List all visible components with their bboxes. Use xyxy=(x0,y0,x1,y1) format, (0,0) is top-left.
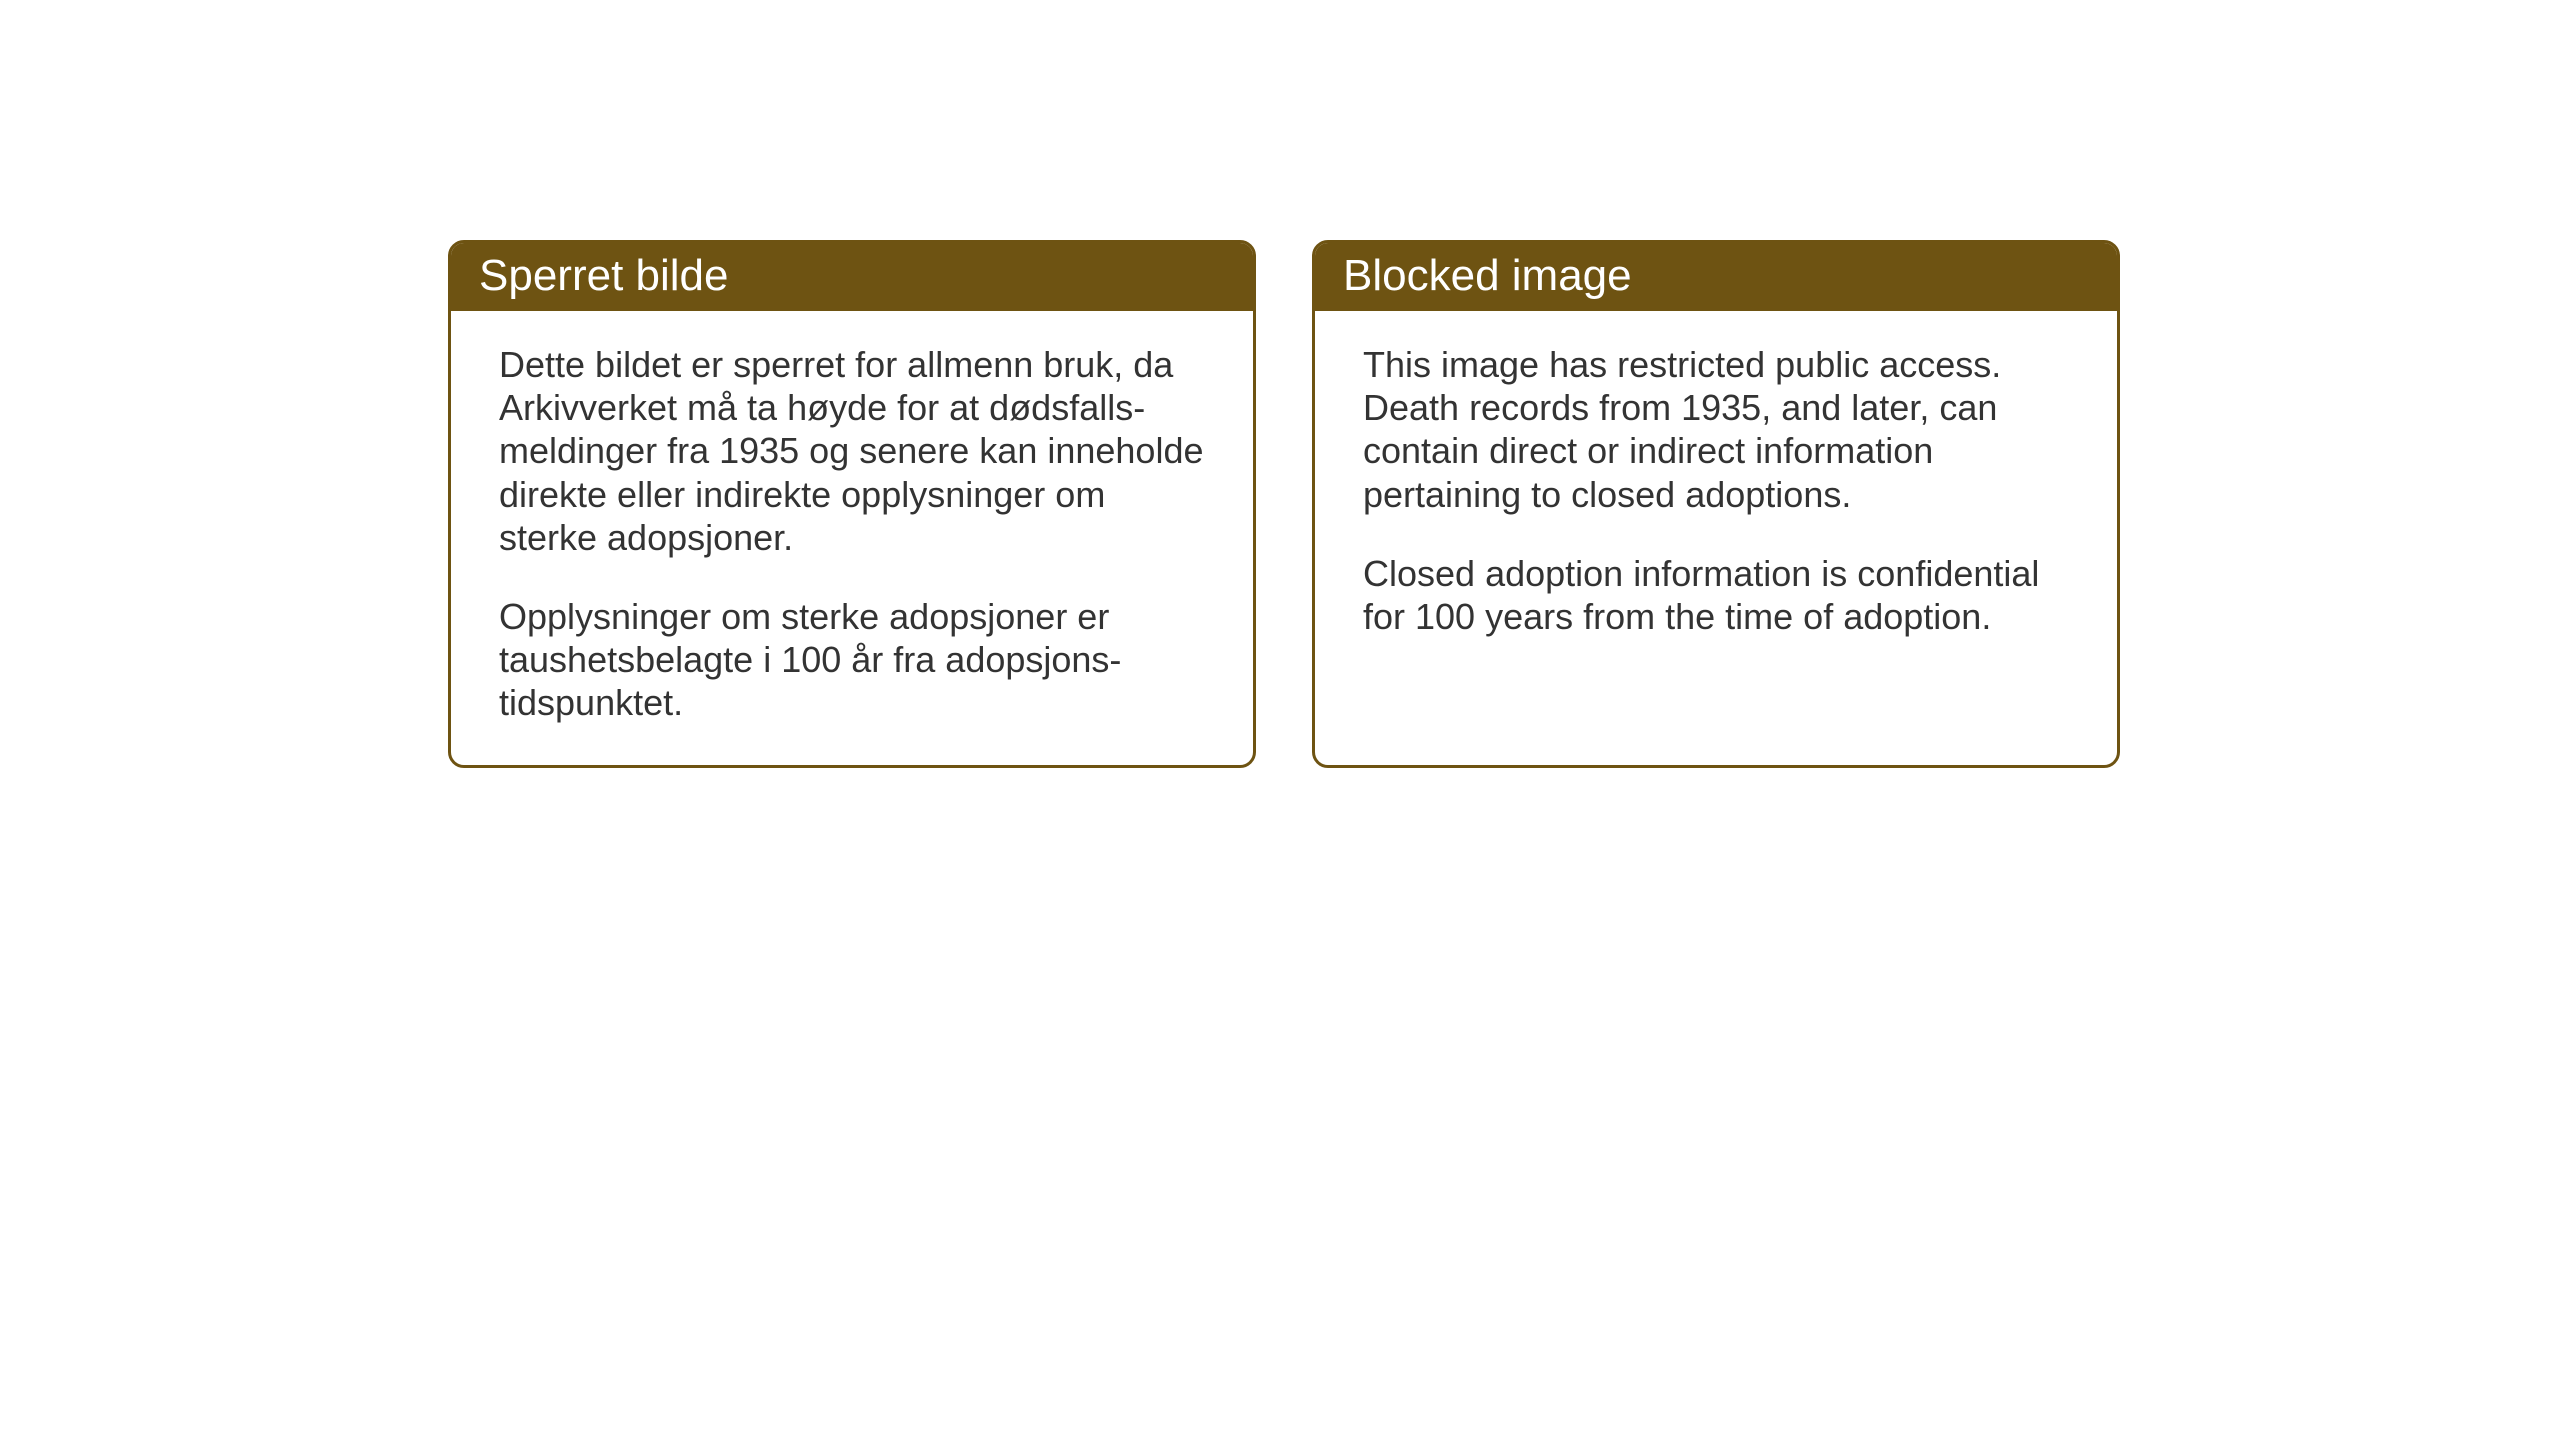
cards-container: Sperret bilde Dette bildet er sperret fo… xyxy=(448,240,2120,768)
card-body-english: This image has restricted public access.… xyxy=(1315,311,2117,678)
card-paragraph-1-english: This image has restricted public access.… xyxy=(1363,343,2069,516)
card-norwegian: Sperret bilde Dette bildet er sperret fo… xyxy=(448,240,1256,768)
card-header-english: Blocked image xyxy=(1315,243,2117,311)
card-paragraph-2-norwegian: Opplysninger om sterke adopsjoner er tau… xyxy=(499,595,1205,725)
card-body-norwegian: Dette bildet er sperret for allmenn bruk… xyxy=(451,311,1253,765)
card-english: Blocked image This image has restricted … xyxy=(1312,240,2120,768)
card-title-english: Blocked image xyxy=(1343,251,1632,300)
card-paragraph-1-norwegian: Dette bildet er sperret for allmenn bruk… xyxy=(499,343,1205,559)
card-title-norwegian: Sperret bilde xyxy=(479,251,728,300)
card-paragraph-2-english: Closed adoption information is confident… xyxy=(1363,552,2069,638)
card-header-norwegian: Sperret bilde xyxy=(451,243,1253,311)
